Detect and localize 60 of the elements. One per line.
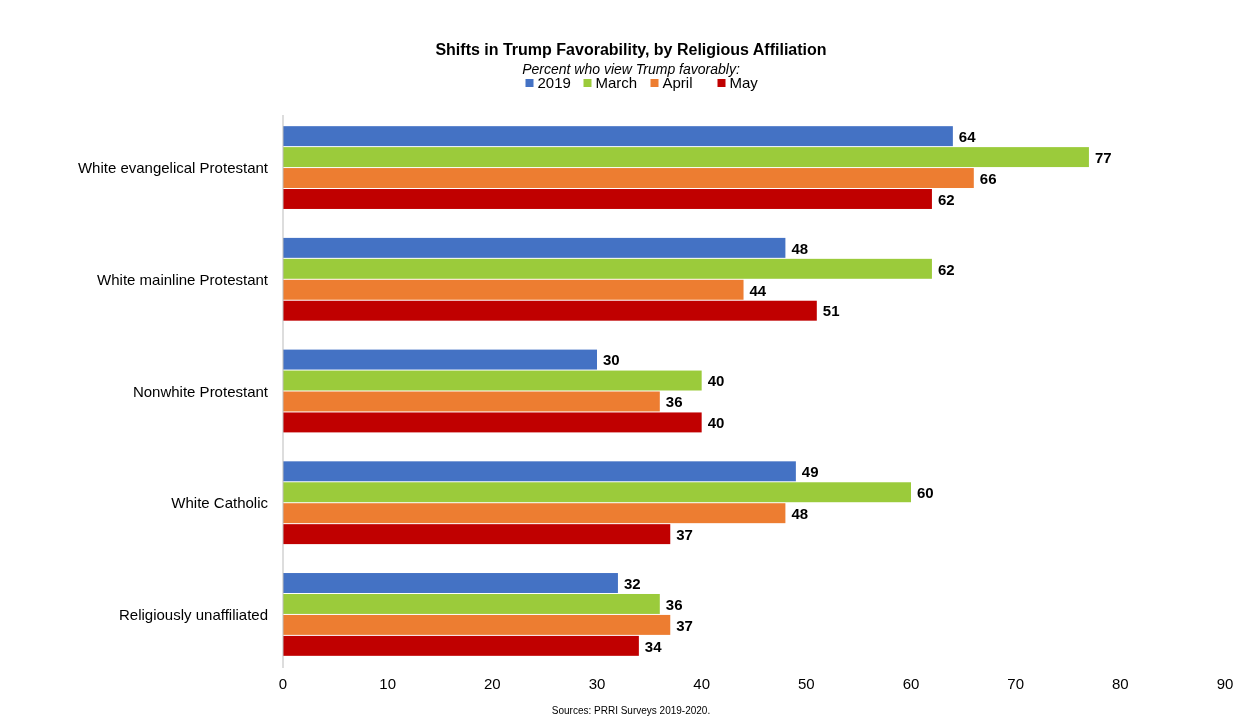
legend-label: 2019 [537,74,571,92]
data-label: 36 [665,595,683,613]
bar [283,279,744,300]
data-label: 62 [937,190,955,208]
chart-title: Shifts in Trump Favorability, by Religious Affiliation [435,41,827,58]
x-tick-label: 0 [278,675,288,692]
y-tick-label: White Catholic [171,494,269,512]
data-label: 51 [822,302,840,320]
bar [283,189,932,209]
bar [283,258,932,279]
bar [283,593,660,614]
bar [283,349,597,370]
bar [283,461,796,482]
data-label: 32 [623,574,641,592]
data-label: 40 [707,372,725,390]
data-label: 62 [937,260,955,278]
bar [283,391,660,412]
bar [283,573,618,593]
bar [283,147,1089,168]
data-label: 40 [707,414,725,432]
y-tick-label: White evangelical Protestant [77,159,269,177]
data-label: 34 [644,637,663,655]
x-tick-label: 80 [1111,675,1129,692]
bar [283,482,911,503]
y-tick-label: Nonwhite Protestant [132,382,269,400]
x-tick-label: 20 [483,675,501,692]
y-tick-label: Religiously unaffiliated [119,606,268,624]
data-label: 66 [979,169,997,187]
bar [283,614,671,635]
data-label: 48 [791,239,809,257]
bar [283,126,953,147]
legend-label: March [595,74,638,92]
y-tick-label: White mainline Protestant [97,271,269,289]
bar [283,370,702,391]
x-tick-label: 10 [379,675,397,692]
data-label: 77 [1094,148,1112,166]
data-label: 37 [676,525,693,543]
data-label: 48 [791,504,809,522]
x-tick-label: 30 [588,675,606,692]
bar [283,635,639,656]
x-tick-label: 60 [902,675,920,692]
data-label: 49 [801,463,819,481]
data-label: 60 [917,483,934,501]
bar [283,503,786,524]
bar [283,168,974,189]
x-tick-label: 90 [1216,675,1234,692]
bar [283,237,786,258]
data-label: 36 [665,393,683,411]
bar [283,524,671,545]
data-label: 64 [958,127,977,145]
data-label: 37 [676,616,693,634]
x-tick-label: 40 [693,675,711,692]
data-label: 44 [749,281,767,299]
source-note: Sources: PRRI Surveys 2019-2020. [551,705,711,716]
bar [283,412,702,433]
x-tick-label: 70 [1007,675,1025,692]
chart-subtitle: Percent who view Trump favorably: [522,61,740,77]
x-tick-label: 50 [797,675,815,692]
bar [283,300,817,321]
data-label: 30 [603,351,620,369]
